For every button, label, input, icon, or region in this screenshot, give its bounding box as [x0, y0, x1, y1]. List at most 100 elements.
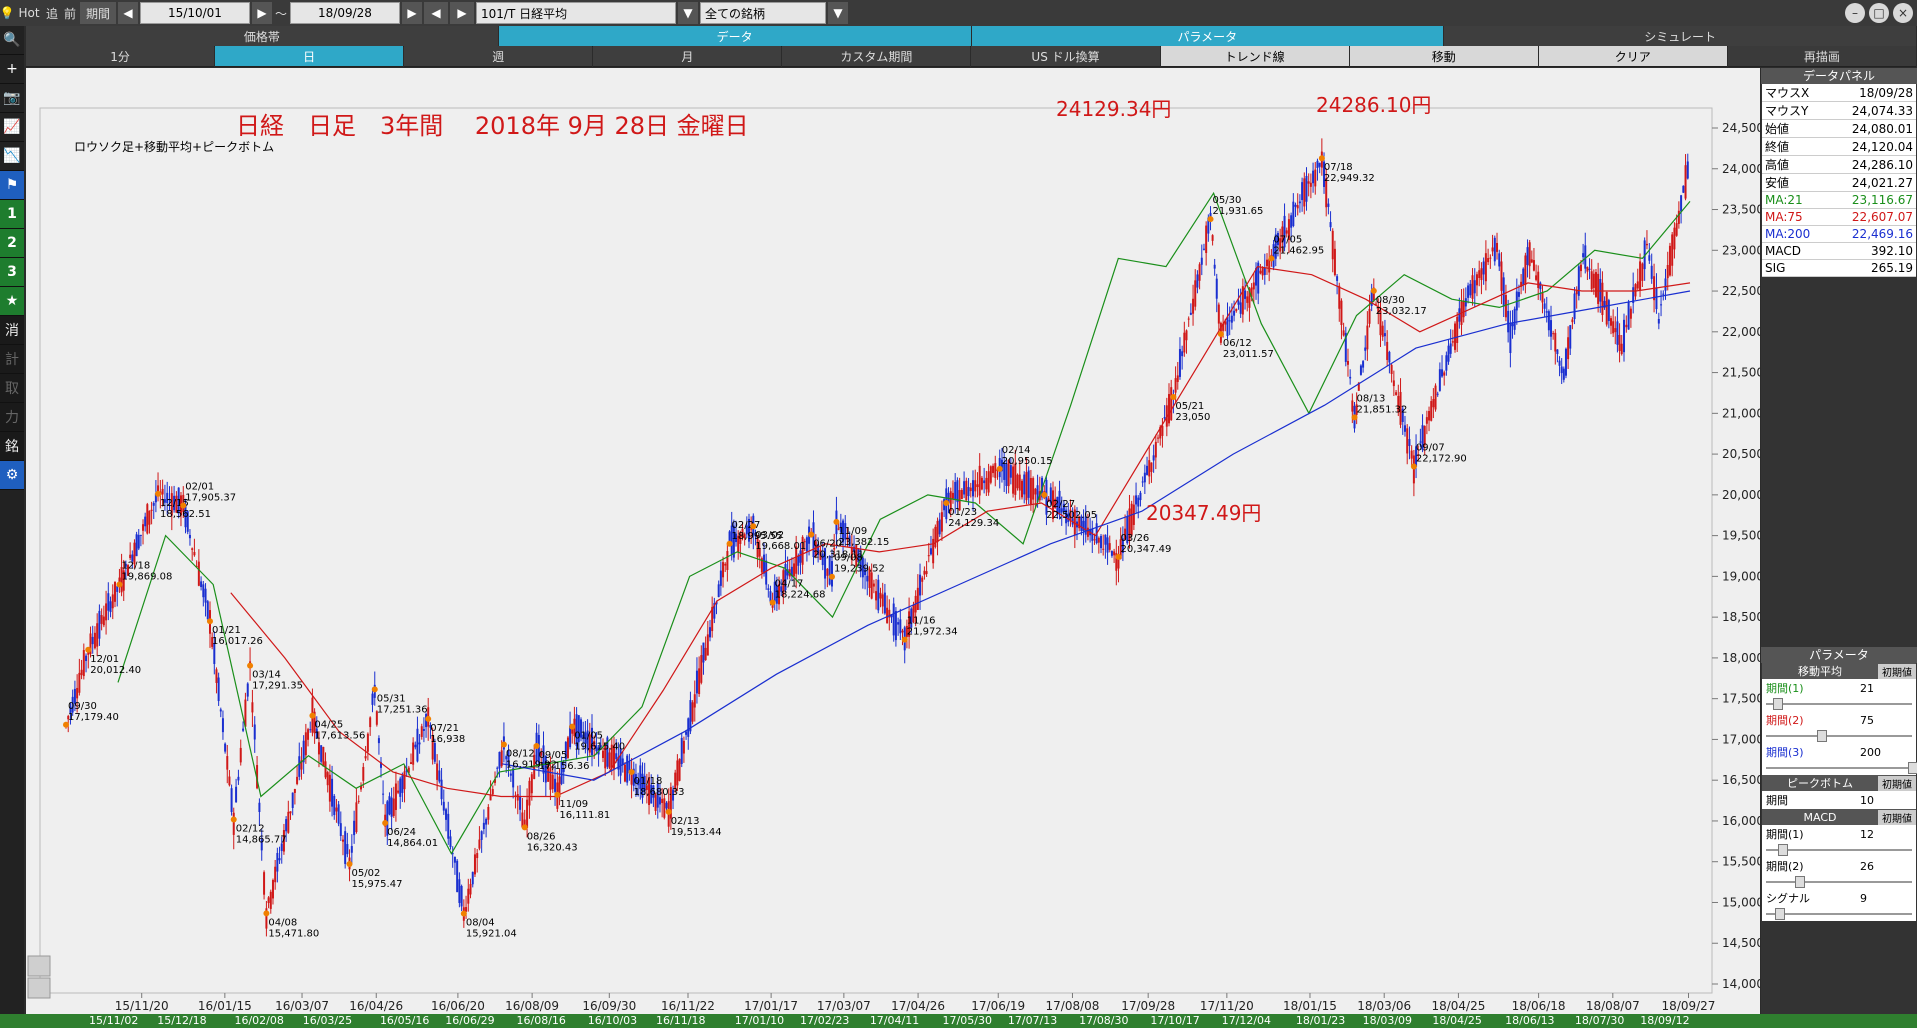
end-right-arrow-icon[interactable]: ▶ — [402, 2, 422, 24]
param-panel: 移動平均 初期値 期間(1) 21 期間(2) 75 期間(3) 200 ピークボトム 初期値 期間… — [1762, 663, 1917, 921]
param-value-field[interactable]: 10 — [1860, 793, 1874, 807]
period-right-arrow-icon[interactable]: ▶ — [252, 2, 272, 24]
camera-icon[interactable]: 📷 — [0, 84, 24, 113]
candle-body — [1528, 242, 1531, 267]
candle-body — [1183, 332, 1186, 353]
param-value-field[interactable]: 12 — [1860, 827, 1874, 841]
bulb-icon[interactable]: 💡 — [0, 6, 15, 20]
kanji-erase-icon[interactable]: 消 — [0, 316, 24, 345]
param-slider[interactable] — [1766, 761, 1917, 775]
tab-daily[interactable]: 日 — [215, 46, 404, 67]
candle-body — [883, 592, 886, 614]
slider-knob[interactable] — [1795, 876, 1806, 888]
date-strip-label: 15/11/02 — [88, 1014, 139, 1027]
tab-redraw[interactable]: 再描画 — [1727, 46, 1916, 67]
back-button[interactable]: 追 — [45, 6, 58, 21]
candle-body — [82, 650, 85, 677]
price-chart[interactable]: 14,000 14,500 15,000 15,500 16,000 16,500 17,0… — [26, 68, 1760, 1014]
gear-icon[interactable]: ⚙ — [0, 461, 24, 490]
start-date-field[interactable]: 15/10/01 — [140, 2, 250, 24]
symbol-dropdown-icon[interactable]: ▼ — [678, 2, 698, 24]
macd-reset-button[interactable]: 初期値 — [1878, 809, 1916, 825]
end-date-field[interactable]: 18/09/28 — [290, 2, 400, 24]
peak-reset-button[interactable]: 初期値 — [1878, 775, 1916, 791]
tab-usd-convert[interactable]: US ドル換算 — [971, 46, 1160, 67]
tab-trendline[interactable]: トレンド線 — [1160, 46, 1349, 67]
candle-body — [1148, 460, 1151, 477]
param-slider[interactable] — [1766, 907, 1912, 921]
one-icon[interactable]: 1 — [0, 200, 24, 229]
data-value: 24,286.10 — [1828, 155, 1916, 174]
candle-body — [1331, 230, 1334, 260]
candle-body — [708, 627, 711, 638]
tab-price-band[interactable]: 価格帯 — [26, 26, 498, 47]
kanji-take-icon[interactable]: 取 — [0, 374, 24, 403]
param-slider[interactable] — [1766, 875, 1912, 889]
param-slider[interactable] — [1766, 729, 1912, 743]
search-icon[interactable]: 🔍 — [0, 26, 24, 55]
chart-icon[interactable]: 📈 — [0, 113, 24, 142]
kanji-brand-icon[interactable]: 銘 — [0, 432, 24, 461]
slider-knob[interactable] — [1773, 698, 1784, 710]
tab-clear[interactable]: クリア — [1538, 46, 1727, 67]
tab-weekly[interactable]: 週 — [404, 46, 593, 67]
param-slider[interactable] — [1766, 843, 1912, 857]
universe-select[interactable]: 全ての銘柄 — [700, 2, 826, 24]
slider-knob[interactable] — [1774, 908, 1785, 920]
candle-body — [445, 809, 448, 820]
flag-icon[interactable]: ⚑ — [0, 171, 24, 200]
candle-body — [1609, 318, 1612, 326]
candle-body — [987, 471, 990, 493]
param-value-field[interactable]: 200 — [1860, 745, 1881, 759]
kanji-calc-icon[interactable]: 計 — [0, 345, 24, 374]
hot-button[interactable]: Hot — [18, 6, 40, 20]
slider-knob[interactable] — [1907, 762, 1917, 774]
candle-body — [420, 726, 423, 737]
tab-simulate[interactable]: シミュレート — [1444, 26, 1916, 47]
symbol-field[interactable]: 101/T 日経平均 — [476, 2, 676, 24]
candle-body — [1560, 366, 1563, 374]
nav-forward-icon[interactable]: ▶ — [450, 2, 474, 24]
param-value-field[interactable]: 75 — [1860, 713, 1874, 727]
candle-body — [1451, 341, 1454, 343]
slider-knob[interactable] — [1777, 844, 1788, 856]
param-value-field[interactable]: 26 — [1860, 859, 1874, 873]
param-slider[interactable] — [1766, 697, 1912, 711]
candle-body — [1496, 242, 1499, 252]
tab-move[interactable]: 移動 — [1349, 46, 1538, 67]
minimize-icon[interactable]: – — [1845, 3, 1865, 23]
chart-compare-icon[interactable]: 📉 — [0, 142, 24, 171]
tab-data[interactable]: データ — [498, 26, 971, 47]
slider-knob[interactable] — [1817, 730, 1828, 742]
nav-back-icon[interactable]: ◀ — [424, 2, 448, 24]
tab-custom-period[interactable]: カスタム期間 — [782, 46, 971, 67]
chart-area[interactable]: 14,000 14,500 15,000 15,500 16,000 16,500 17,0… — [26, 68, 1760, 1014]
three-icon[interactable]: 3 — [0, 258, 24, 287]
candle-body — [526, 799, 529, 829]
star-icon[interactable]: ★ — [0, 287, 24, 316]
close-icon[interactable]: × — [1893, 3, 1913, 23]
maximize-icon[interactable]: □ — [1869, 3, 1889, 23]
crosshair-icon[interactable]: + — [0, 55, 24, 84]
tab-monthly[interactable]: 月 — [593, 46, 782, 67]
universe-dropdown-icon[interactable]: ▼ — [828, 2, 848, 24]
candle-body — [1065, 509, 1068, 524]
tab-1min[interactable]: 1分 — [26, 46, 215, 67]
param-value-field[interactable]: 21 — [1860, 681, 1874, 695]
two-icon[interactable]: 2 — [0, 229, 24, 258]
period-left-arrow-icon[interactable]: ◀ — [118, 2, 138, 24]
param-value-field[interactable]: 9 — [1860, 891, 1867, 905]
candle-body — [1141, 481, 1144, 483]
candle-body — [154, 493, 157, 503]
peak-date-label: 12/15 — [160, 498, 189, 509]
prev-button[interactable]: 前 — [63, 6, 76, 21]
data-value: 24,021.27 — [1828, 173, 1916, 192]
candle-body — [687, 718, 690, 737]
candle-body — [760, 558, 763, 573]
ma-reset-button[interactable]: 初期値 — [1878, 663, 1916, 679]
candle-body — [628, 761, 631, 774]
x-tick-label: 18/01/15 — [1283, 999, 1337, 1013]
kanji-power-icon[interactable]: 力 — [0, 403, 24, 432]
candle-body — [828, 555, 831, 585]
tab-parameter[interactable]: パラメータ — [971, 26, 1444, 47]
